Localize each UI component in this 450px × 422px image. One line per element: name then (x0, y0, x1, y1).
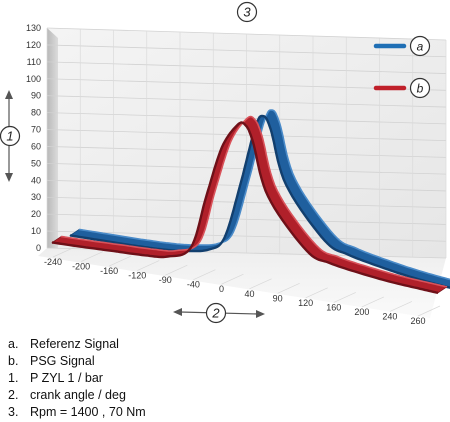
x-tick-label: 40 (245, 289, 255, 299)
floor-gridline (165, 264, 188, 276)
series-a-ribbon (69, 109, 450, 289)
floor-gridline (361, 296, 384, 308)
notes-list: a. Referenz Signal b. PSG Signal 1. P ZYL 1… (8, 336, 146, 421)
x-tick-label: 0 (219, 284, 224, 294)
note-key: 3. (8, 405, 19, 419)
floor-gridline (333, 292, 356, 303)
title-callout: 3 (236, 1, 258, 23)
legend-label-a: a (417, 40, 424, 54)
x-tick-label: 240 (382, 311, 397, 321)
floor-gridline (277, 282, 300, 294)
x-tick-label: -120 (128, 271, 146, 281)
x-tick-label: 200 (354, 307, 369, 317)
x-tick-label: -200 (72, 262, 90, 272)
y-tick-label: 20 (31, 209, 41, 219)
note-key: 1. (8, 371, 19, 385)
note-item: 1. P ZYL 1 / bar (8, 370, 146, 387)
y-axis-callout-label: 1 (6, 129, 13, 144)
y-tick-label: 130 (26, 23, 41, 33)
note-item: a. Referenz Signal (8, 336, 146, 353)
x-axis-callout: 2 (173, 302, 265, 324)
floor-gridline (193, 269, 216, 281)
x-tick-label: -90 (159, 275, 172, 285)
series-ribbons (51, 109, 450, 295)
note-key: b. (8, 354, 19, 368)
x-axis-callout-label: 2 (211, 306, 220, 321)
y-tick-label: 0 (36, 243, 41, 253)
y-tick-label: 60 (31, 141, 41, 151)
y-tick-label: 50 (31, 158, 41, 168)
floor-gridline (109, 255, 132, 267)
legend-label-b: b (417, 82, 424, 96)
title-callout-label: 3 (243, 5, 251, 20)
note-item: 3. Rpm = 1400 , 70 Nm (8, 404, 146, 421)
legend: a b (373, 35, 431, 99)
series-b-top-edge (60, 115, 448, 288)
floor-gridline (305, 287, 328, 299)
series-b-ribbon (51, 115, 448, 295)
note-key: a. (8, 337, 19, 351)
side-wall (47, 28, 58, 256)
legend-item-b: b (373, 77, 431, 99)
series-b-line (51, 121, 439, 295)
y-axis-callout: 1 (0, 90, 21, 182)
x-tick-label: 260 (410, 316, 425, 326)
y-tick-label: 70 (31, 125, 41, 135)
note-key: 2. (8, 388, 19, 402)
y-tick-label: 120 (26, 40, 41, 50)
note-text: crank angle / deg (30, 388, 126, 402)
note-text: Rpm = 1400 , 70 Nm (30, 405, 146, 419)
x-tick-label: -40 (187, 280, 200, 290)
floor-gridline (52, 246, 76, 258)
y-tick-label: 40 (31, 175, 41, 185)
floor-gridline (221, 273, 244, 285)
x-tick-label: 90 (273, 293, 283, 303)
floor-gridline (137, 260, 160, 271)
note-text: PSG Signal (30, 354, 95, 368)
x-tick-label: 160 (326, 302, 341, 312)
y-tick-label: 80 (31, 108, 41, 118)
y-tick-label: 110 (27, 57, 41, 67)
floor-gridline (80, 251, 104, 262)
legend-item-a: a (373, 35, 431, 57)
y-tick-label: 30 (31, 192, 41, 202)
x-tick-label: 120 (298, 298, 313, 308)
floor-gridline (249, 278, 272, 290)
x-tick-label: -160 (100, 266, 118, 276)
y-tick-label: 90 (31, 91, 41, 101)
floor-gridline (389, 301, 413, 312)
note-text: P ZYL 1 / bar (30, 371, 103, 385)
series-a-top-edge (78, 109, 450, 281)
note-item: 2. crank angle / deg (8, 387, 146, 404)
series-a-line (69, 114, 450, 289)
y-tick-label: 100 (26, 74, 41, 84)
floor-gridline (417, 305, 441, 317)
x-tick-label: -240 (44, 257, 62, 267)
note-text: Referenz Signal (30, 337, 119, 351)
note-item: b. PSG Signal (8, 353, 146, 370)
y-tick-label: 10 (31, 226, 41, 236)
